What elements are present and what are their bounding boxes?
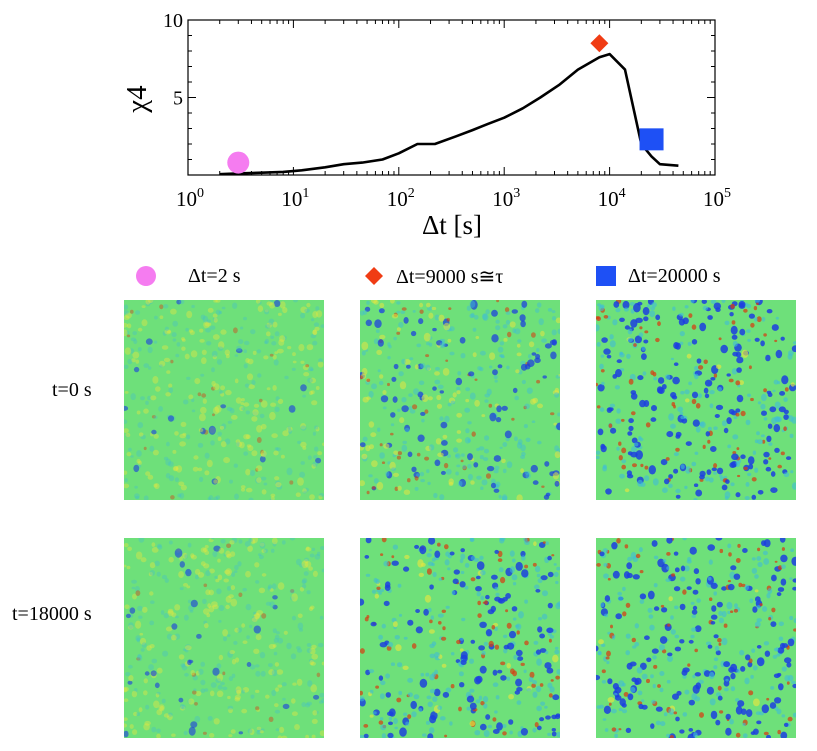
x-tick-label: 101 <box>281 186 309 211</box>
row-label-t0: t=0 s <box>52 379 92 401</box>
pink-circle-marker <box>227 151 250 174</box>
x-tick-label: 102 <box>387 186 415 211</box>
y-tick-label: 5 <box>173 88 183 110</box>
speckle-field <box>124 300 324 500</box>
snapshot-t0-dt9000 <box>360 300 560 500</box>
plot-frame <box>187 19 716 176</box>
speckle-field <box>360 538 560 738</box>
legend-diamond-icon <box>365 267 383 285</box>
series-line <box>219 52 679 176</box>
legend-item-circle: Δt=2 s <box>134 262 240 290</box>
x-tick-label: 105 <box>703 186 731 211</box>
snapshot-t0-dt20000 <box>596 300 796 500</box>
legend-item-square: Δt=20000 s <box>594 262 720 290</box>
legend: Δt=2 s Δt=9000 s≅τ Δt=20000 s <box>0 262 817 290</box>
snapshot-t18000-dt20000 <box>596 538 796 738</box>
snapshot-t18000-dt9000 <box>360 538 560 738</box>
speckle-field <box>596 538 796 738</box>
chi4-chart: 100 101 102 103 104 105 5 10 Δt [s] χ4 <box>121 10 731 240</box>
x-tick-label: 103 <box>492 186 520 211</box>
legend-square-icon <box>596 266 616 286</box>
snapshot-t18000-dt2 <box>124 538 324 738</box>
legend-item-diamond: Δt=9000 s≅τ <box>362 262 503 290</box>
x-tick-label: 100 <box>176 186 204 211</box>
legend-label-square: Δt=20000 s <box>628 264 721 287</box>
legend-label-circle: Δt=2 s <box>188 264 241 287</box>
y-axis-label: χ4 <box>121 85 153 114</box>
row-label-t18000: t=18000 s <box>12 603 92 625</box>
plot-area: 100 101 102 103 104 105 5 10 Δt [s] χ4 <box>121 10 731 240</box>
speckle-field <box>596 300 796 500</box>
legend-label-diamond: Δt=9000 s≅τ <box>396 265 504 288</box>
y-tick-label: 10 <box>163 10 183 32</box>
speckle-field <box>124 538 324 738</box>
speckle-field <box>360 300 560 500</box>
red-diamond-marker <box>590 34 609 53</box>
x-tick-label: 104 <box>598 186 626 211</box>
x-axis-label: Δt [s] <box>422 210 482 240</box>
legend-circle-icon <box>136 266 156 286</box>
snapshot-t0-dt2 <box>124 300 324 500</box>
blue-square-marker <box>639 128 664 151</box>
